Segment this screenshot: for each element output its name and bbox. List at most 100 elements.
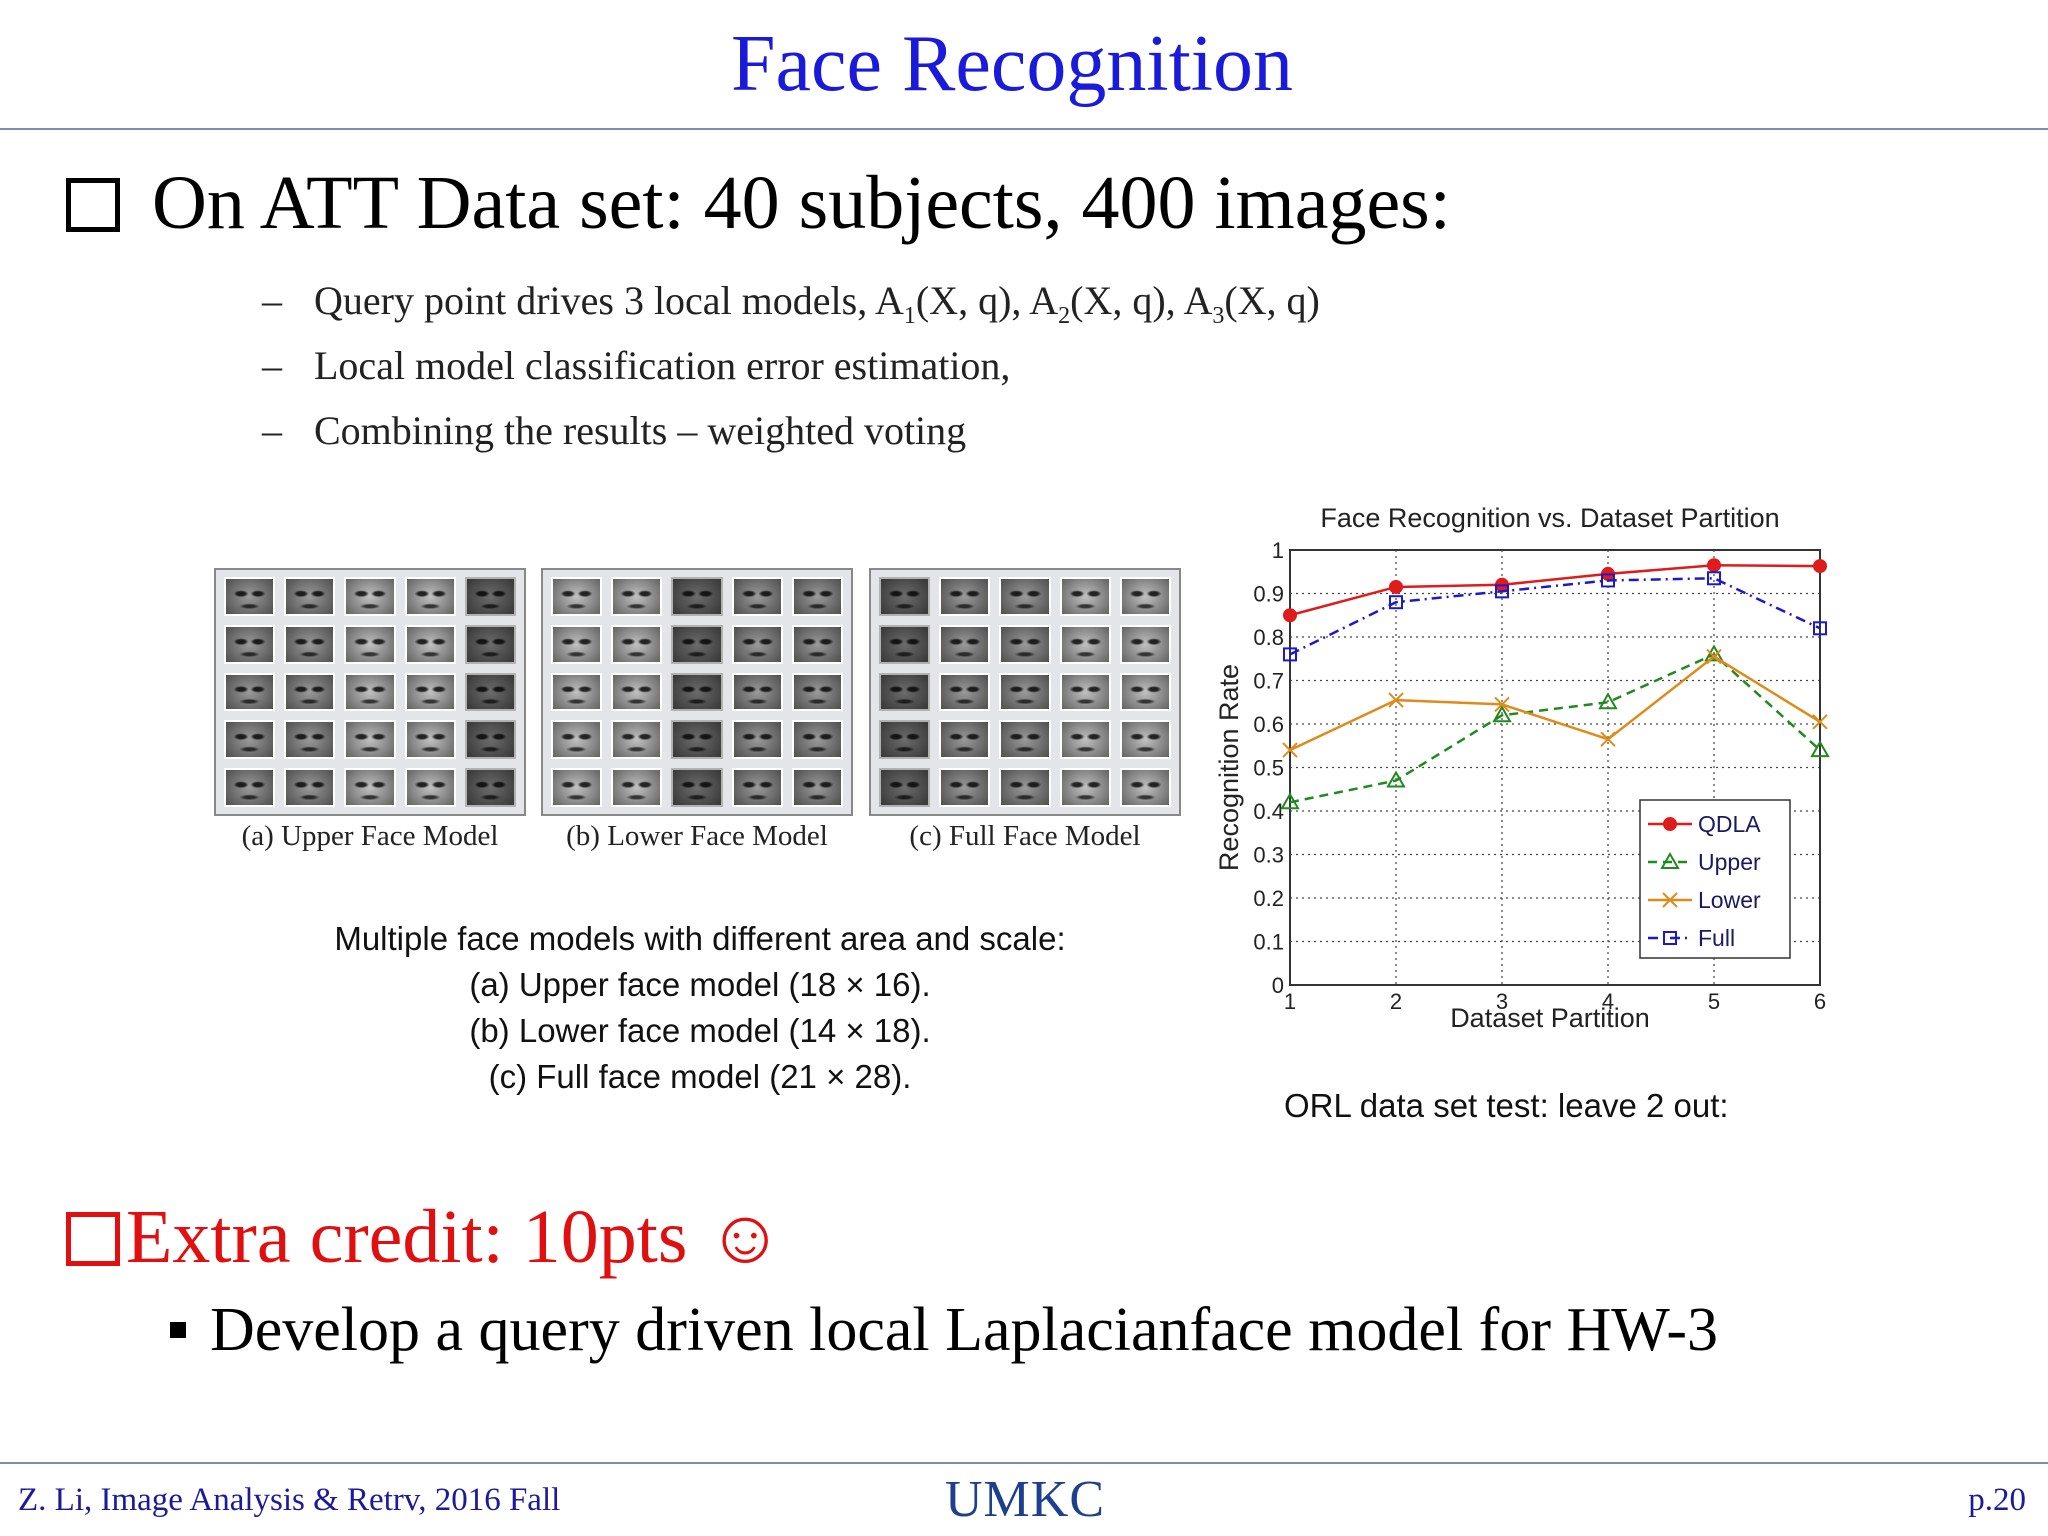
face-thumbnail — [939, 768, 991, 807]
recognition-rate-chart: Face Recognition vs. Dataset Partition R… — [1214, 503, 1830, 1033]
chart-point — [1492, 705, 1512, 723]
chart-point — [1663, 817, 1677, 831]
extra-credit-item: Develop a query driven local Laplacianfa… — [170, 1290, 1718, 1370]
face-thumbnail — [1059, 624, 1111, 664]
face-thumbnail — [551, 577, 603, 616]
face-thumbnail — [791, 624, 843, 664]
chart-legend-item: Full — [1648, 925, 1735, 951]
chart-series-line — [1289, 652, 1821, 804]
face-thumbnail — [224, 577, 276, 616]
chart-legend-item: Lower — [1648, 887, 1761, 913]
chart-x-tick-label: 1 — [1284, 989, 1296, 1014]
chart-point — [1707, 558, 1721, 573]
face-thumbnail — [999, 624, 1051, 664]
face-thumbnail — [1119, 624, 1171, 664]
chart-series — [1280, 558, 1830, 810]
face-thumbnail — [611, 624, 663, 664]
chart-y-tick-label: 0.1 — [1253, 930, 1284, 955]
face-thumbnail — [404, 672, 456, 712]
face-thumbnail — [999, 768, 1051, 807]
chart-series-line — [1289, 563, 1821, 617]
face-thumbnail — [791, 720, 843, 760]
face-thumbnail — [879, 720, 931, 760]
sub-bullet-3: – Combining the results – weighted voting — [262, 398, 1320, 463]
face-thumbnail — [671, 720, 723, 760]
chart-caption: ORL data set test: leave 2 out: — [1284, 1087, 1729, 1124]
sub-bullet-2: – Local model classification error estima… — [262, 333, 1320, 398]
face-models-description: Multiple face models with different area… — [220, 916, 1180, 1100]
face-thumbnail — [731, 720, 783, 760]
face-thumbnail — [1119, 720, 1171, 760]
chart-x-tick-label: 5 — [1708, 989, 1720, 1014]
face-thumbnail — [879, 672, 931, 712]
face-thumbnail — [611, 720, 663, 760]
chart-series-line — [1289, 577, 1821, 656]
chart-legend-label: Upper — [1698, 849, 1761, 875]
face-thumbnail — [731, 577, 783, 616]
face-thumbnail — [879, 624, 931, 664]
extra-credit-text: Extra credit: 10pts ☺ — [126, 1195, 784, 1279]
description-line: (b) Lower face model (14 × 18). — [469, 1012, 931, 1049]
page-number: p.20 — [1968, 1482, 2026, 1518]
face-thumbnail — [671, 672, 723, 712]
face-thumbnail — [284, 720, 336, 760]
dash-bullet-icon: – — [262, 343, 282, 388]
extra-credit-item-text: Develop a query driven local Laplacianfa… — [210, 1296, 1718, 1364]
chart-y-axis-label: Recognition Rate — [1214, 664, 1244, 871]
chart-point — [1280, 792, 1300, 810]
upper-face-model-caption: (a) Upper Face Model — [241, 820, 499, 852]
chart-series-full — [1283, 571, 1827, 662]
chart-y-tick-label: 0.9 — [1253, 582, 1284, 607]
face-thumbnail — [1059, 577, 1111, 616]
chart-x-axis-label: Dataset Partition — [1450, 1003, 1650, 1033]
face-thumbnail — [1059, 672, 1111, 712]
face-thumbnail — [224, 624, 276, 664]
main-bullet-text: On ATT Data set: 40 subjects, 400 images… — [152, 161, 1451, 245]
face-thumbnail — [464, 768, 516, 807]
chart-point — [1812, 714, 1828, 730]
checkbox-bullet-icon — [66, 178, 120, 232]
face-thumbnail — [999, 672, 1051, 712]
title-divider — [0, 128, 2048, 130]
chart-legend: QDLA Upper Lower Full — [1639, 799, 1791, 959]
face-thumbnail — [551, 672, 603, 712]
chart-y-tick-label: 0.2 — [1253, 886, 1284, 911]
chart-series-upper — [1280, 644, 1830, 810]
face-thumbnail — [791, 672, 843, 712]
umkc-logo: UMKC — [945, 1471, 1106, 1528]
face-thumbnail — [344, 624, 396, 664]
description-line: (c) Full face model (21 × 28). — [488, 1058, 912, 1095]
face-thumbnail — [551, 768, 603, 807]
chart-y-tick-label: 0.3 — [1253, 843, 1284, 868]
chart-point — [1495, 584, 1509, 599]
description-line: Multiple face models with different area… — [334, 920, 1066, 957]
face-thumbnail — [611, 768, 663, 807]
face-thumbnail — [404, 577, 456, 616]
chart-point — [1600, 731, 1616, 747]
face-thumbnail — [731, 624, 783, 664]
sub-bullet-list: – Query point drives 3 local models, A1(X… — [262, 268, 1320, 463]
face-thumbnail — [224, 720, 276, 760]
face-thumbnail — [999, 577, 1051, 616]
description-line: (a) Upper face model (18 × 16). — [469, 966, 931, 1003]
sub-bullet-1: – Query point drives 3 local models, A1(X… — [262, 268, 1320, 333]
chart-y-tick-label: 0.4 — [1253, 799, 1284, 824]
chart-point — [1810, 740, 1830, 758]
face-thumbnail — [939, 672, 991, 712]
face-thumbnail — [611, 577, 663, 616]
footer-course-info: Z. Li, Image Analysis & Retrv, 2016 Fall — [18, 1482, 561, 1518]
chart-legend-item: Upper — [1648, 849, 1761, 875]
face-thumbnail — [939, 577, 991, 616]
chart-legend-label: Lower — [1698, 887, 1761, 913]
lower-face-model-panel — [541, 568, 853, 816]
face-thumbnail — [224, 672, 276, 712]
chart-point — [1283, 647, 1297, 662]
face-thumbnail — [344, 577, 396, 616]
face-thumbnail — [611, 672, 663, 712]
chart-y-tick-label: 0.7 — [1253, 669, 1284, 694]
face-thumbnail — [1059, 768, 1111, 807]
chart-title: Face Recognition vs. Dataset Partition — [1320, 503, 1779, 533]
chart-point — [1598, 692, 1618, 710]
chart-point — [1601, 573, 1615, 588]
chart-legend-label: QDLA — [1698, 811, 1761, 837]
